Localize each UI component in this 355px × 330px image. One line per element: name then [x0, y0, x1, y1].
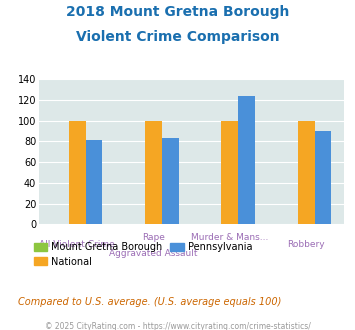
- Bar: [298, 121, 315, 224]
- Bar: [86, 140, 102, 224]
- Bar: [69, 121, 86, 224]
- Text: Rape: Rape: [142, 233, 165, 242]
- Text: Violent Crime Comparison: Violent Crime Comparison: [76, 30, 279, 44]
- Bar: [162, 138, 179, 224]
- Bar: [145, 121, 162, 224]
- Text: All Violent Crime: All Violent Crime: [39, 240, 115, 249]
- Legend: Mount Gretna Borough, National, Pennsylvania: Mount Gretna Borough, National, Pennsylv…: [30, 238, 256, 271]
- Bar: [222, 121, 238, 224]
- Text: Robbery: Robbery: [288, 240, 325, 249]
- Text: Compared to U.S. average. (U.S. average equals 100): Compared to U.S. average. (U.S. average …: [18, 297, 281, 307]
- Text: 2018 Mount Gretna Borough: 2018 Mount Gretna Borough: [66, 5, 289, 19]
- Text: © 2025 CityRating.com - https://www.cityrating.com/crime-statistics/: © 2025 CityRating.com - https://www.city…: [45, 322, 310, 330]
- Text: Murder & Mans...: Murder & Mans...: [191, 233, 268, 242]
- Bar: [238, 96, 255, 224]
- Bar: [315, 131, 331, 224]
- Text: Aggravated Assault: Aggravated Assault: [109, 249, 198, 258]
